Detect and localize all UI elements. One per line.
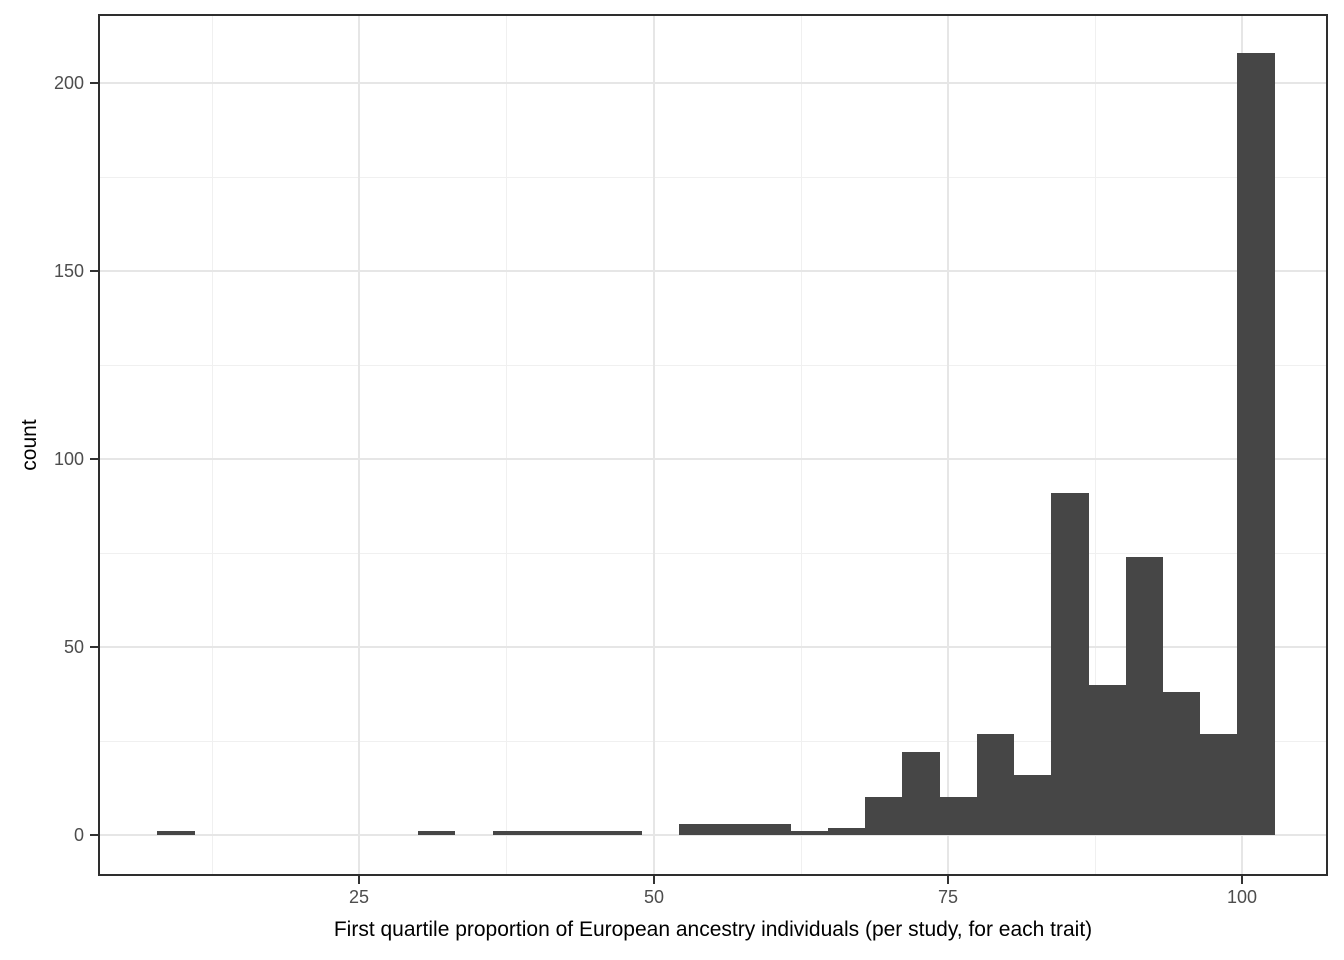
y-major-gridline [98,458,1328,460]
histogram-bar [679,824,716,835]
histogram-bar [865,797,902,835]
y-minor-gridline [98,177,1328,178]
x-tick-mark [1241,876,1243,884]
x-tick-label: 75 [937,887,959,907]
histogram-bar [940,797,977,835]
y-tick-mark [90,458,98,460]
x-tick-label: 50 [643,887,665,907]
x-major-gridline [358,14,360,876]
plot-panel [98,14,1328,876]
y-major-gridline [98,82,1328,84]
histogram-bar [1200,734,1237,835]
y-tick-label: 100 [53,449,84,469]
histogram-bar [716,824,753,835]
x-tick-label: 25 [348,887,370,907]
y-major-gridline [98,834,1328,836]
x-minor-gridline [212,14,213,876]
x-axis-title: First quartile proportion of European an… [333,918,1093,941]
y-tick-label: 0 [73,825,84,845]
y-tick-label: 200 [53,73,84,93]
histogram-bar [418,831,455,835]
y-tick-mark [90,834,98,836]
histogram-bar [1126,557,1163,835]
histogram-bar [530,831,567,835]
y-major-gridline [98,646,1328,648]
x-major-gridline [653,14,655,876]
histogram-bar [604,831,642,835]
histogram-bar [1089,685,1126,835]
x-tick-mark [947,876,949,884]
x-minor-gridline [1095,14,1096,876]
y-minor-gridline [98,741,1328,742]
histogram-bar [493,831,530,835]
histogram-bar [1163,692,1200,835]
y-tick-label: 150 [53,261,84,281]
y-minor-gridline [98,365,1328,366]
histogram-bar [753,824,791,835]
y-tick-label: 50 [63,637,84,657]
y-minor-gridline [98,553,1328,554]
y-major-gridline [98,270,1328,272]
histogram-bar [791,831,828,835]
histogram-bar [1014,775,1051,835]
y-tick-mark [90,270,98,272]
x-minor-gridline [801,14,802,876]
histogram-bar [567,831,604,835]
histogram-bar [1051,493,1089,835]
x-tick-label: 100 [1226,887,1258,907]
histogram-bar [902,752,940,835]
x-tick-mark [653,876,655,884]
x-tick-mark [358,876,360,884]
histogram-bar [828,828,865,835]
x-minor-gridline [506,14,507,876]
histogram-bar [157,831,195,835]
x-major-gridline [947,14,949,876]
histogram-bar [977,734,1014,835]
histogram-bar [1237,53,1275,835]
y-tick-mark [90,646,98,648]
y-tick-mark [90,82,98,84]
